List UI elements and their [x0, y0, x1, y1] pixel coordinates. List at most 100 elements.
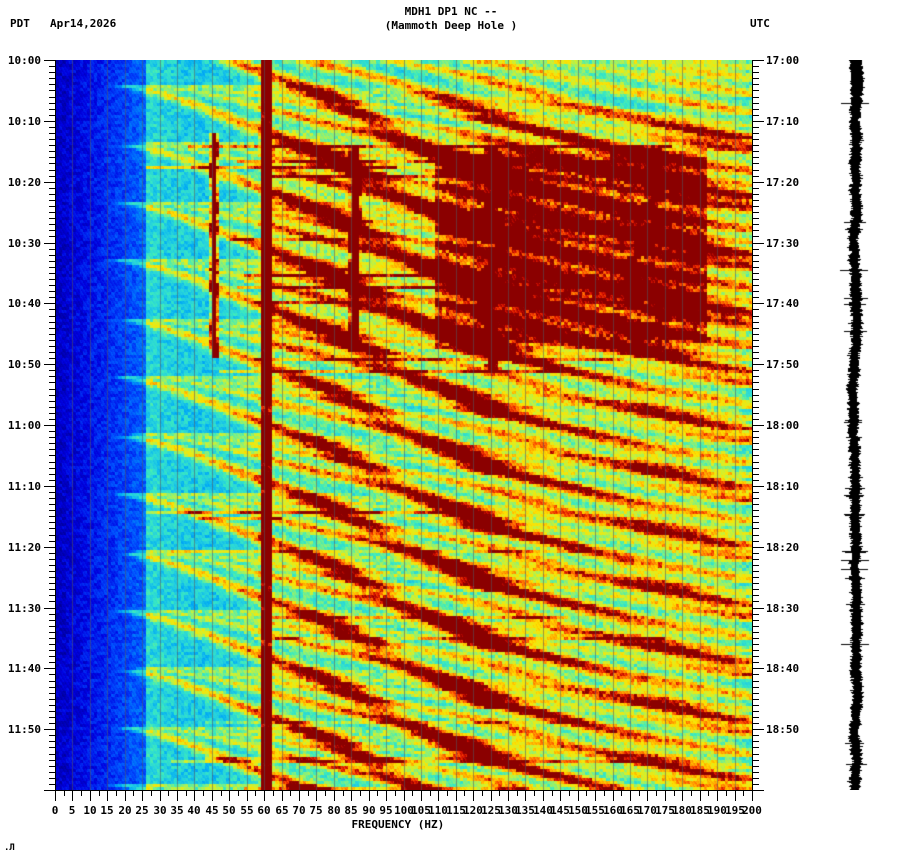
y-tick-left [44, 243, 55, 244]
x-tick [351, 791, 352, 801]
y-tick-left [44, 608, 55, 609]
y-tick-left [49, 340, 55, 341]
y-tick-right [753, 754, 759, 755]
y-tick-left [49, 468, 55, 469]
date-label: Apr14,2026 [50, 17, 117, 30]
x-tick [665, 791, 666, 801]
x-tick [99, 791, 100, 796]
x-tick [560, 791, 561, 801]
y-tick-right [753, 90, 759, 91]
y-axis-label-pdt: 10:20 [7, 176, 41, 189]
y-axis-label-pdt: 10:30 [7, 237, 41, 250]
y-tick-left [49, 455, 55, 456]
x-tick [273, 791, 274, 796]
y-tick-right [753, 97, 759, 98]
y-tick-left [49, 431, 55, 432]
y-tick-right [753, 413, 759, 414]
y-tick-left [49, 255, 55, 256]
x-tick [499, 791, 500, 796]
x-tick [464, 791, 465, 796]
y-tick-left [49, 261, 55, 262]
y-tick-right [753, 395, 759, 396]
y-tick-right [753, 224, 759, 225]
x-axis-label: 90 [362, 804, 376, 817]
seismogram-trace-panel [820, 60, 898, 790]
x-tick [404, 791, 405, 801]
x-tick [194, 791, 195, 801]
x-axis-label: 25 [135, 804, 149, 817]
y-tick-right [753, 431, 759, 432]
y-tick-left [49, 644, 55, 645]
x-axis-label: 15 [100, 804, 114, 817]
y-tick-left [49, 626, 55, 627]
y-tick-right [753, 261, 759, 262]
y-tick-right [753, 559, 759, 560]
x-tick [682, 791, 683, 801]
y-tick-left [49, 163, 55, 164]
x-axis-label: 140 [533, 804, 553, 817]
y-tick-left [49, 699, 55, 700]
x-axis-label: 35 [170, 804, 184, 817]
spectrogram-plot[interactable] [55, 60, 752, 790]
y-tick-left [49, 230, 55, 231]
x-axis-label: 60 [257, 804, 271, 817]
x-axis-label: 10 [83, 804, 97, 817]
x-tick [525, 791, 526, 801]
x-tick [177, 791, 178, 801]
y-tick-right [753, 735, 759, 736]
y-tick-left [49, 754, 55, 755]
x-tick [482, 791, 483, 796]
y-tick-right [753, 334, 759, 335]
y-tick-right [753, 425, 764, 426]
y-tick-left [49, 206, 55, 207]
y-tick-left [49, 541, 55, 542]
x-axis-label: 45 [205, 804, 219, 817]
y-tick-left [49, 249, 55, 250]
y-axis-label-utc: 18:10 [766, 480, 800, 493]
y-tick-left [49, 145, 55, 146]
x-axis-label: 155 [585, 804, 605, 817]
x-tick [255, 791, 256, 796]
y-tick-right [753, 157, 759, 158]
y-tick-left [49, 212, 55, 213]
x-tick [447, 791, 448, 796]
y-tick-right [753, 127, 759, 128]
y-tick-left [49, 297, 55, 298]
x-tick [639, 791, 640, 796]
y-axis-right-line [752, 60, 753, 791]
y-tick-right [753, 176, 759, 177]
y-axis-label-utc: 18:50 [766, 723, 800, 736]
y-tick-left [49, 170, 55, 171]
y-axis-label-pdt: 11:30 [7, 602, 41, 615]
y-tick-left [49, 176, 55, 177]
x-tick [316, 791, 317, 801]
y-tick-right [753, 510, 759, 511]
y-tick-left [49, 620, 55, 621]
x-axis-label: 165 [620, 804, 640, 817]
y-tick-right [753, 541, 759, 542]
x-tick [517, 791, 518, 796]
x-axis-label: 170 [637, 804, 657, 817]
y-tick-right [753, 230, 759, 231]
y-tick-left [49, 687, 55, 688]
x-tick [229, 791, 230, 801]
y-tick-left [49, 218, 55, 219]
x-axis-label: 85 [344, 804, 358, 817]
x-tick [238, 791, 239, 796]
x-tick [630, 791, 631, 801]
y-tick-right [753, 790, 764, 791]
y-axis-left-line [55, 60, 56, 791]
y-tick-right [753, 364, 764, 365]
y-tick-right [753, 650, 759, 651]
x-tick [595, 791, 596, 801]
x-tick [142, 791, 143, 801]
x-tick [72, 791, 73, 801]
y-tick-right [753, 72, 759, 73]
y-tick-right [753, 316, 759, 317]
y-tick-left [44, 486, 55, 487]
x-tick [534, 791, 535, 796]
y-axis-label-utc: 17:00 [766, 54, 800, 67]
y-tick-right [753, 516, 759, 517]
y-tick-right [753, 632, 759, 633]
y-tick-left [49, 382, 55, 383]
